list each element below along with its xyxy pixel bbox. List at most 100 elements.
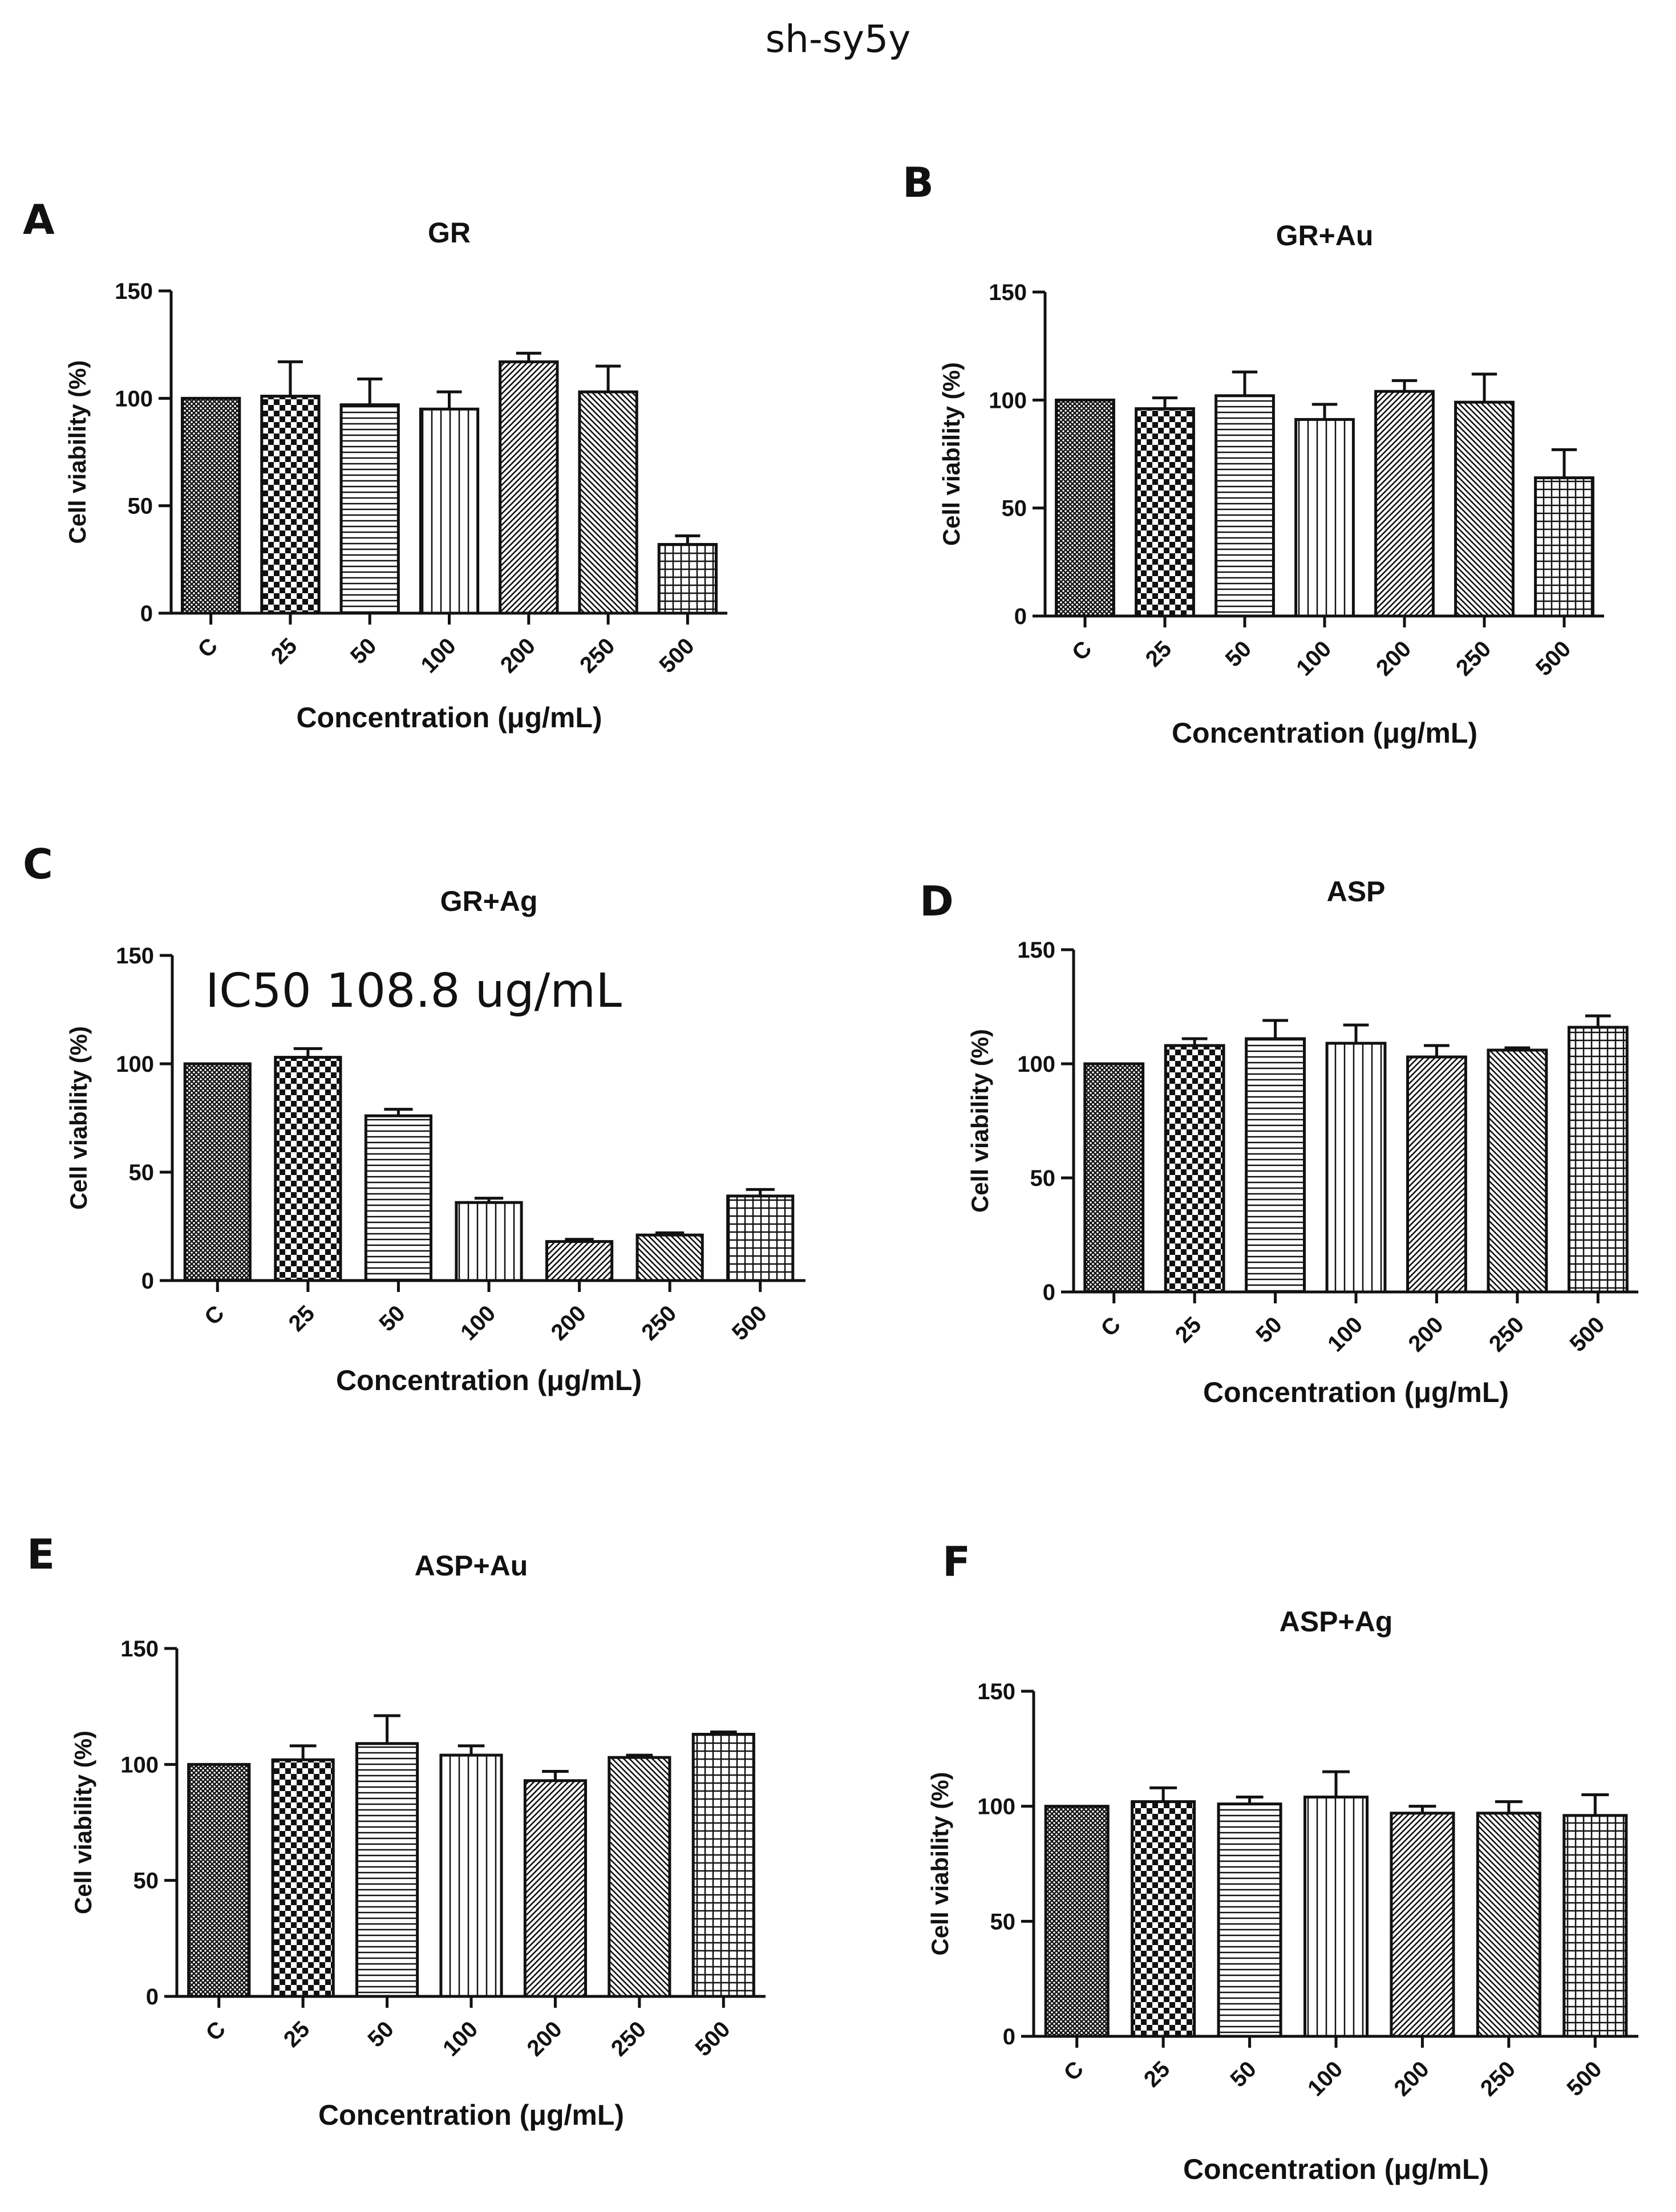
chart-title: GR+Ag (440, 885, 538, 917)
y-tick-label: 50 (1002, 496, 1027, 521)
y-tick-label: 150 (989, 280, 1027, 305)
x-tick-label: 100 (416, 633, 461, 678)
bar (455, 1201, 523, 1282)
y-tick-label: 0 (146, 1984, 159, 2010)
x-axis-label: Concentration (μg/mL) (318, 2099, 624, 2131)
x-tick-label: 200 (1389, 2056, 1434, 2101)
bar (187, 1763, 251, 1998)
bar (545, 1240, 614, 1282)
bar (1245, 1037, 1306, 1294)
y-tick-label: 50 (133, 1869, 159, 1894)
bar (1374, 390, 1435, 618)
y-tick-label: 100 (115, 386, 153, 411)
x-axis-label: Concentration (μg/mL) (1172, 717, 1477, 749)
x-tick-label: C (201, 2016, 231, 2046)
y-axis-label: Cell viability (%) (70, 1731, 96, 1914)
x-tick-label: 25 (1171, 1312, 1207, 1348)
panel-label: A (23, 196, 55, 244)
y-tick-label: 50 (1030, 1166, 1056, 1191)
bar (578, 390, 638, 615)
bar (1055, 398, 1115, 618)
panel-label: D (920, 877, 954, 925)
panel-label: C (23, 840, 53, 888)
y-tick-label: 50 (128, 494, 153, 519)
x-tick-label: 50 (1221, 636, 1257, 672)
x-tick-label: 25 (284, 1301, 320, 1336)
bar (1215, 394, 1275, 618)
bar (181, 396, 241, 615)
x-tick-label: 200 (496, 633, 540, 678)
x-tick-label: 500 (727, 1301, 772, 1345)
x-tick-label: 250 (637, 1301, 681, 1345)
chart-title: ASP (1327, 876, 1386, 908)
y-tick-label: 150 (116, 943, 154, 969)
bar (339, 403, 400, 615)
x-tick-label: C (200, 1301, 229, 1330)
bar (726, 1194, 795, 1282)
x-tick-label: 500 (1531, 636, 1576, 680)
panel-label: B (902, 159, 934, 206)
bar (657, 542, 718, 615)
bar (635, 1233, 704, 1282)
x-axis-label: Concentration (μg/mL) (296, 702, 602, 734)
bar (419, 407, 480, 615)
x-tick-label: 200 (1371, 636, 1416, 680)
bar (1534, 476, 1594, 618)
y-tick-label: 100 (116, 1052, 154, 1077)
x-tick-label: 100 (456, 1301, 500, 1345)
y-axis-label: Cell viability (%) (938, 362, 965, 546)
bar (439, 1753, 503, 1998)
figure-title: sh-sy5y (765, 17, 911, 61)
x-axis-label: Concentration (μg/mL) (1203, 1376, 1509, 1408)
y-tick-label: 150 (977, 1679, 1015, 1704)
chart-panel-f: F ASP+Ag 0 50 100 150 Cell viability (%) C 25 50 1… (926, 1538, 1638, 2185)
y-axis-label: Cell viability (%) (65, 1026, 92, 1210)
x-tick-label: 25 (1139, 2056, 1175, 2092)
x-tick-label: 250 (1451, 636, 1496, 680)
x-tick-label: 100 (1303, 2056, 1347, 2101)
x-tick-label: 50 (346, 633, 382, 669)
y-tick-label: 50 (129, 1160, 155, 1185)
x-tick-label: 250 (575, 633, 620, 678)
x-tick-label: 500 (654, 633, 699, 678)
x-tick-label: 50 (363, 2016, 399, 2052)
bar (608, 1756, 671, 1998)
y-tick-label: 150 (120, 1636, 159, 1662)
x-tick-label: C (1059, 2056, 1089, 2086)
x-tick-label: C (193, 633, 222, 663)
x-tick-label: 25 (279, 2016, 315, 2052)
ic50-annotation: IC50 108.8 ug/mL (205, 964, 622, 1018)
bar (260, 395, 321, 615)
chart-panel-b: B GR+Au 0 50 100 150 Cell viability (%) C 25 50 10… (902, 159, 1604, 749)
y-tick-label: 0 (1003, 2024, 1015, 2049)
x-tick-label: 25 (1141, 636, 1177, 672)
bar (1217, 1802, 1282, 2038)
bar (1487, 1048, 1548, 1294)
x-tick-label: 100 (1323, 1312, 1367, 1356)
y-axis-label: Cell viability (%) (926, 1772, 953, 1955)
x-tick-label: 25 (266, 633, 302, 669)
chart-panel-d: D ASP 0 50 100 150 Cell viability (%) C 25 50 100 2… (920, 876, 1638, 1408)
bar (499, 360, 559, 615)
x-tick-label: 100 (438, 2016, 483, 2061)
bar (1303, 1796, 1369, 2038)
chart-title: GR+Au (1276, 220, 1374, 252)
x-tick-label: 50 (374, 1301, 410, 1336)
bar (691, 1732, 755, 1998)
x-tick-label: 50 (1225, 2056, 1261, 2092)
x-tick-label: 200 (1403, 1312, 1448, 1356)
panel-label: F (942, 1538, 970, 1586)
bar (1454, 400, 1515, 618)
y-tick-label: 0 (140, 601, 153, 626)
y-tick-label: 0 (1043, 1280, 1055, 1305)
y-tick-label: 100 (989, 388, 1027, 413)
bar (1390, 1812, 1455, 2038)
y-tick-label: 100 (120, 1752, 159, 1777)
chart-panel-e: E ASP+Au 0 50 100 150 Cell viability (%) C 25 50 1… (27, 1530, 766, 2131)
bar (1325, 1042, 1387, 1294)
x-tick-label: 250 (1476, 2056, 1520, 2101)
y-tick-label: 0 (1014, 604, 1027, 629)
x-tick-label: 200 (546, 1301, 591, 1345)
bar (1044, 1805, 1110, 2038)
x-tick-label: 250 (1484, 1312, 1529, 1356)
